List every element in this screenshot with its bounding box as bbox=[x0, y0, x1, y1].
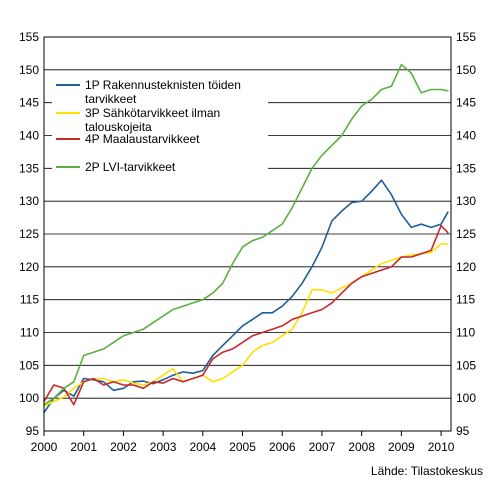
y-tick-label-right: 110 bbox=[456, 326, 475, 340]
y-tick-label-left: 130 bbox=[19, 194, 39, 208]
series-line-1 bbox=[43, 179, 449, 414]
legend-label: 2P LVI-tarvikkeet bbox=[85, 160, 176, 174]
x-tick-label: 2010 bbox=[428, 440, 455, 454]
y-tick-label-right: 105 bbox=[456, 358, 476, 372]
x-tick-label: 2000 bbox=[31, 440, 58, 454]
x-tick-label: 2002 bbox=[110, 440, 137, 454]
y-tick-label-left: 95 bbox=[26, 424, 40, 438]
legend: 1P Rakennusteknisten töiden tarvikkeet3P … bbox=[52, 76, 268, 180]
x-tick-label: 2003 bbox=[150, 440, 177, 454]
y-tick-label-left: 100 bbox=[19, 391, 39, 405]
y-tick-label-left: 110 bbox=[20, 326, 39, 340]
y-tick-label-right: 150 bbox=[456, 63, 476, 77]
legend-background bbox=[52, 76, 268, 180]
y-tick-label-right: 140 bbox=[456, 129, 476, 143]
y-tick-label-right: 115 bbox=[456, 293, 475, 307]
x-tick-label: 2001 bbox=[70, 440, 97, 454]
series-line-3 bbox=[43, 224, 449, 406]
x-tick-label: 2007 bbox=[309, 440, 336, 454]
y-tick-label-right: 145 bbox=[456, 96, 476, 110]
y-tick-label-right: 125 bbox=[456, 227, 476, 241]
series-lines bbox=[43, 63, 449, 414]
x-tick-label: 2005 bbox=[229, 440, 256, 454]
plot-frame bbox=[43, 36, 452, 432]
y-tick-label-left: 125 bbox=[19, 227, 39, 241]
y-tick-label-right: 95 bbox=[456, 424, 470, 438]
legend-label: 1P Rakennusteknisten töiden tarvikkeet bbox=[85, 78, 241, 106]
series-line-2 bbox=[43, 243, 449, 407]
y-tick-label-left: 115 bbox=[20, 293, 39, 307]
y-tick-label-right: 135 bbox=[456, 161, 476, 175]
y-tick-label-left: 105 bbox=[19, 358, 39, 372]
y-tick-label-left: 140 bbox=[19, 129, 39, 143]
y-tick-label-left: 135 bbox=[19, 161, 39, 175]
y-tick-label-right: 155 bbox=[456, 30, 476, 44]
x-tick-label: 2006 bbox=[269, 440, 296, 454]
y-tick-label-right: 120 bbox=[456, 260, 476, 274]
x-tick-label: 2009 bbox=[388, 440, 415, 454]
y-tick-label-right: 100 bbox=[456, 391, 476, 405]
x-tick-label: 2004 bbox=[189, 440, 216, 454]
y-tick-label-left: 120 bbox=[19, 260, 39, 274]
y-tick-label-left: 145 bbox=[19, 96, 39, 110]
x-tick-label: 2008 bbox=[348, 440, 375, 454]
legend-label: 4P Maalaustarvikkeet bbox=[85, 132, 200, 146]
y-tick-label-left: 155 bbox=[19, 30, 39, 44]
y-tick-label-left: 150 bbox=[19, 63, 39, 77]
series-line-4 bbox=[43, 63, 449, 406]
y-tick-label-right: 130 bbox=[456, 194, 476, 208]
source-note: Lähde: Tilastokeskus bbox=[371, 464, 483, 478]
legend-label: 3P Sähkötarvikkeet ilman talouskojeita bbox=[85, 106, 220, 134]
axis-ticks: 95 95 100 100 105 105 110 110 115 115 120 120 125 125… bbox=[19, 30, 476, 454]
